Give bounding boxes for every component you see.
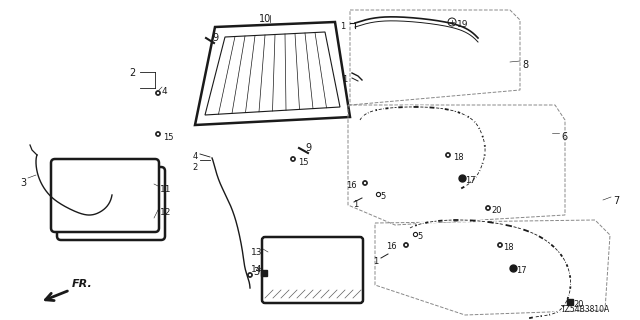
Circle shape — [157, 92, 159, 94]
Text: 4: 4 — [193, 152, 198, 161]
Circle shape — [157, 133, 159, 135]
FancyBboxPatch shape — [51, 159, 159, 232]
Text: 15: 15 — [163, 133, 173, 142]
Text: 16: 16 — [387, 242, 397, 251]
Text: 17: 17 — [516, 266, 527, 275]
Text: 19: 19 — [457, 20, 468, 29]
Circle shape — [364, 182, 366, 184]
Circle shape — [499, 244, 501, 246]
Circle shape — [291, 156, 296, 162]
Text: 18: 18 — [453, 153, 463, 162]
Text: 9: 9 — [305, 143, 311, 153]
Text: 10: 10 — [259, 14, 271, 24]
Circle shape — [248, 273, 253, 277]
Text: 2: 2 — [129, 68, 135, 78]
Text: 1: 1 — [340, 22, 345, 31]
Circle shape — [362, 180, 367, 186]
Text: 1: 1 — [342, 75, 347, 84]
Text: 11: 11 — [160, 185, 172, 194]
Text: 5: 5 — [380, 192, 385, 201]
Text: 17: 17 — [465, 176, 476, 185]
Text: 13: 13 — [250, 248, 262, 257]
Text: 12: 12 — [160, 208, 172, 217]
Circle shape — [249, 274, 251, 276]
Text: 16: 16 — [346, 181, 357, 190]
Text: 2: 2 — [193, 163, 198, 172]
Text: 8: 8 — [522, 60, 528, 70]
Text: 1: 1 — [372, 257, 378, 266]
Circle shape — [486, 205, 490, 211]
Text: 18: 18 — [503, 243, 514, 252]
Text: 6: 6 — [561, 132, 567, 142]
Text: 3: 3 — [20, 178, 26, 188]
Circle shape — [487, 207, 489, 209]
Circle shape — [497, 243, 502, 247]
Text: 4: 4 — [162, 87, 168, 96]
Circle shape — [403, 243, 408, 247]
Text: 7: 7 — [613, 196, 620, 206]
Text: 3: 3 — [253, 267, 259, 277]
Text: 9: 9 — [212, 33, 218, 43]
Text: 20: 20 — [573, 300, 584, 309]
Text: TZ54B3810A: TZ54B3810A — [561, 305, 610, 314]
Circle shape — [405, 244, 407, 246]
Circle shape — [445, 153, 451, 157]
Text: FR.: FR. — [72, 279, 93, 289]
Text: 5: 5 — [417, 232, 422, 241]
Text: 14: 14 — [251, 265, 262, 274]
Circle shape — [447, 154, 449, 156]
Circle shape — [156, 91, 161, 95]
Text: 20: 20 — [491, 206, 502, 215]
Text: 1: 1 — [353, 200, 358, 209]
Text: 15: 15 — [298, 158, 308, 167]
Circle shape — [156, 132, 161, 137]
Circle shape — [292, 158, 294, 160]
